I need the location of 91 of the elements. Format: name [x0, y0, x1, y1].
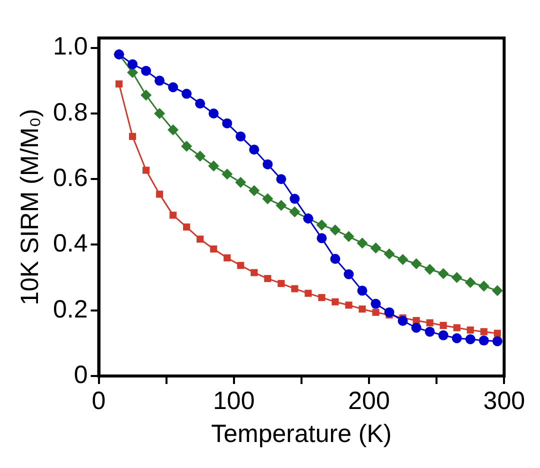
point [478, 336, 489, 346]
point [168, 82, 178, 92]
point [384, 307, 394, 318]
point [235, 176, 246, 188]
point [478, 280, 490, 292]
point [170, 212, 177, 219]
y-tick-label: 0.4 [52, 230, 88, 258]
point [318, 294, 326, 302]
point [183, 223, 190, 231]
point [154, 108, 166, 119]
point [262, 159, 273, 170]
point [250, 269, 258, 276]
point [128, 59, 138, 70]
point [411, 322, 422, 333]
point [451, 272, 462, 284]
point [276, 174, 286, 184]
point [115, 80, 123, 88]
y-tick-label: 0.2 [52, 295, 88, 324]
point [465, 334, 476, 344]
point [195, 98, 206, 109]
point [426, 319, 434, 326]
point [248, 185, 260, 196]
point [384, 248, 395, 260]
y-tick-label: 0 [74, 360, 88, 389]
point [278, 280, 285, 287]
point [168, 124, 179, 136]
x-tick-label: 0 [92, 386, 106, 415]
point [210, 245, 218, 253]
point [156, 190, 164, 198]
point [466, 326, 474, 334]
y-tick-label: 1.0 [52, 32, 88, 61]
point [194, 150, 206, 162]
point [142, 166, 150, 174]
point [370, 242, 382, 254]
point [345, 302, 352, 309]
point [181, 140, 192, 152]
y-tick-label: 0.6 [52, 164, 88, 192]
point [332, 298, 339, 306]
point [370, 298, 381, 309]
point [141, 66, 152, 76]
point [440, 322, 447, 329]
point [356, 238, 368, 249]
point [330, 254, 340, 264]
point [492, 285, 503, 296]
point [237, 262, 244, 269]
point [316, 233, 327, 244]
y-axis-title: 10K SIRM (M/M₀) [16, 108, 44, 306]
point [291, 285, 298, 292]
point [222, 168, 233, 180]
x-axis-title: Temperature (K) [211, 420, 392, 448]
point [129, 132, 136, 140]
point [397, 254, 408, 266]
point [249, 144, 260, 155]
point [208, 160, 220, 172]
point [182, 88, 192, 99]
point [264, 275, 272, 282]
point [438, 330, 448, 340]
point [410, 258, 422, 270]
point [453, 324, 460, 332]
point [452, 333, 462, 344]
point [222, 118, 232, 128]
point [316, 220, 328, 231]
point [140, 90, 152, 101]
point [276, 200, 287, 211]
point [357, 286, 368, 296]
point [372, 308, 380, 316]
x-tick-label: 200 [348, 386, 390, 415]
point [330, 224, 341, 236]
point [289, 206, 300, 218]
x-tick-label: 100 [213, 386, 255, 415]
point [290, 194, 300, 204]
point [424, 326, 435, 337]
point [236, 131, 246, 142]
point [208, 108, 219, 118]
point [424, 264, 436, 275]
point [480, 328, 488, 336]
point [343, 231, 354, 242]
point [494, 330, 501, 337]
point [196, 236, 204, 243]
point [464, 276, 476, 288]
point [438, 268, 449, 280]
point [492, 336, 502, 346]
point [398, 316, 408, 326]
x-tick-label: 300 [483, 386, 526, 415]
y-tick-label: 0.8 [52, 98, 88, 126]
point [262, 193, 274, 204]
point [154, 76, 165, 86]
point [358, 306, 366, 313]
point [224, 254, 231, 262]
point [344, 269, 354, 280]
point [304, 290, 312, 297]
